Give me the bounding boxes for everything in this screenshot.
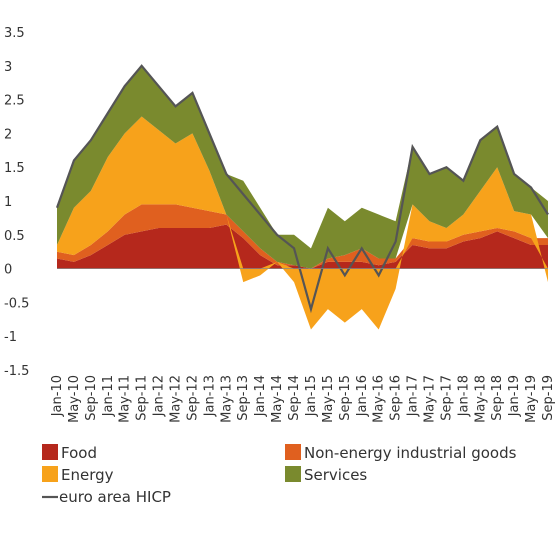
x-tick-label: Sep-15 xyxy=(338,375,353,421)
legend-swatch xyxy=(285,466,301,482)
x-tick-label: Sep-13 xyxy=(236,375,251,421)
y-tick-label: 3.5 xyxy=(4,26,25,41)
y-tick-label: 2 xyxy=(4,127,12,142)
x-tick-label: May-14 xyxy=(270,375,285,423)
x-tick-label: May-12 xyxy=(169,375,184,423)
x-tick-label: May-16 xyxy=(372,375,387,423)
x-tick-label: Jan-13 xyxy=(202,375,217,417)
y-tick-label: 0.5 xyxy=(4,229,25,244)
x-tick-label: Jan-12 xyxy=(152,375,167,417)
area xyxy=(57,116,548,330)
x-tick-label: Sep-11 xyxy=(135,375,150,421)
y-tick-label: 1 xyxy=(4,195,12,210)
area xyxy=(57,204,548,269)
legend-swatch xyxy=(285,444,301,460)
legend-label: euro area HICP xyxy=(59,488,171,506)
y-tick-label: -0.5 xyxy=(4,296,29,311)
y-tick-label: 0 xyxy=(4,263,12,278)
x-tick-label: Jan-10 xyxy=(50,375,65,417)
x-tick-label: May-11 xyxy=(118,375,133,423)
x-tick-label: Sep-14 xyxy=(287,375,302,421)
line xyxy=(55,64,549,314)
legend-label: Non-energy industrial goods xyxy=(304,444,517,462)
x-tick-label: Jan-14 xyxy=(253,375,268,417)
x-tick-label: May-10 xyxy=(67,375,82,423)
x-tick-label: Sep-18 xyxy=(490,375,505,421)
legend-label: Services xyxy=(304,466,367,484)
x-tick-label: Sep-16 xyxy=(389,375,404,421)
x-tick-label: Sep-12 xyxy=(185,375,200,421)
y-tick-label: -1.5 xyxy=(4,364,29,379)
x-tick-label: Sep-10 xyxy=(84,375,99,421)
x-tick-label: Jan-15 xyxy=(304,375,319,417)
y-tick-label: 3 xyxy=(4,60,12,75)
legend-swatch xyxy=(42,466,58,482)
x-tick-label: May-18 xyxy=(473,375,488,423)
x-tick-label: May-19 xyxy=(524,375,539,423)
x-tick-label: Jan-18 xyxy=(456,375,471,417)
x-tick-label: Sep-19 xyxy=(541,375,556,421)
x-tick-label: Jan-11 xyxy=(101,375,116,417)
x-tick-label: Jan-19 xyxy=(507,375,522,417)
area xyxy=(57,65,548,269)
x-tick-label: Sep-17 xyxy=(439,375,454,421)
x-tick-label: May-17 xyxy=(422,375,437,423)
x-tick-label: May-15 xyxy=(321,375,336,423)
y-tick-label: 2.5 xyxy=(4,94,25,109)
legend-label: Energy xyxy=(61,466,114,484)
legend-swatch xyxy=(42,444,58,460)
y-tick-label: -1 xyxy=(4,330,17,345)
y-tick-label: 1.5 xyxy=(4,161,25,176)
x-tick-label: May-13 xyxy=(219,375,234,423)
x-tick-label: Jan-17 xyxy=(406,375,421,417)
area xyxy=(57,224,548,269)
legend-label: Food xyxy=(61,444,97,462)
x-tick-label: Jan-16 xyxy=(355,375,370,417)
